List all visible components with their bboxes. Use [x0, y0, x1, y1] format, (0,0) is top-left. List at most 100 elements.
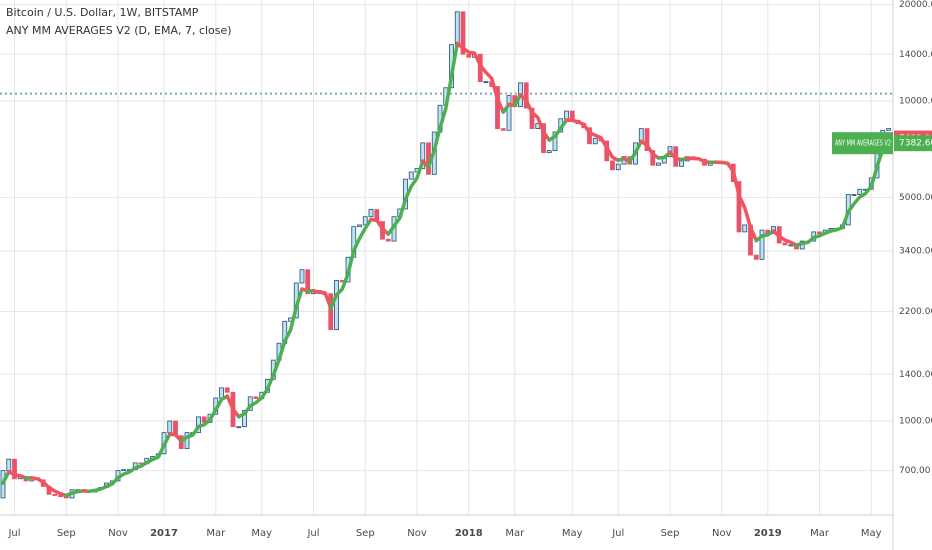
y-tick-label: 700.00 — [899, 466, 931, 476]
candle-body — [305, 269, 311, 295]
candle-body — [753, 254, 759, 260]
candle-body — [541, 123, 546, 153]
y-tick-label: 10000.00 — [899, 97, 932, 107]
candle-body — [6, 458, 12, 472]
y-tick-label: 3400.00 — [899, 246, 932, 256]
candle-body — [357, 224, 362, 228]
chart-title: Bitcoin / U.S. Dollar, 1W, BITSTAMP — [6, 6, 199, 19]
ema-price-label: 7382.60 — [899, 139, 932, 149]
x-tick-label: Nov — [108, 528, 128, 539]
x-tick-label: Mar — [206, 528, 226, 539]
candle-body — [224, 387, 230, 393]
ema-line — [518, 93, 552, 142]
ema-line — [547, 118, 569, 142]
ema-line — [656, 150, 672, 160]
candle-body — [788, 244, 794, 247]
x-tick-label: 2019 — [754, 528, 782, 539]
candle-body — [615, 163, 621, 171]
candle-body — [857, 188, 863, 195]
x-tick-label: May — [562, 528, 583, 539]
ema-price-box — [894, 135, 932, 152]
candle-body — [328, 293, 334, 331]
candle-body — [242, 409, 247, 428]
ema-line — [30, 476, 69, 498]
x-tick-label: Jul — [7, 528, 20, 539]
x-tick-label: Mar — [505, 528, 525, 539]
candle-body — [385, 238, 391, 242]
y-tick-label: 1000.00 — [899, 417, 932, 427]
x-tick-label: May — [251, 528, 272, 539]
grid — [0, 0, 893, 515]
ema-line — [455, 41, 506, 114]
candle-body — [121, 469, 127, 472]
y-tick-label: 1400.00 — [899, 370, 932, 380]
indicator-legend: ANY MM AVERAGES V2 (D, EMA, 7, close) — [6, 24, 232, 37]
candle-body — [656, 162, 661, 166]
ema-line — [225, 394, 241, 419]
ema-line — [628, 139, 644, 163]
candle-body — [644, 128, 650, 151]
y-tick-label: 20000.00 — [899, 0, 932, 10]
ema-line — [564, 118, 621, 163]
candle-body — [564, 110, 569, 120]
candle-body — [782, 242, 788, 246]
ema-line — [794, 141, 891, 247]
y-tick-label: 14000.00 — [899, 50, 932, 60]
x-tick-label: Nov — [712, 528, 732, 539]
ema-line — [639, 139, 661, 160]
candle-body — [759, 229, 765, 260]
candle-body — [219, 387, 224, 399]
candle-body — [368, 209, 374, 218]
candle-body — [420, 142, 426, 169]
ema-line — [64, 489, 86, 498]
x-tick-label: Sep — [661, 528, 680, 539]
ema-line — [426, 41, 460, 169]
candle-body — [236, 426, 242, 429]
candle-body — [460, 11, 466, 55]
candle-body — [529, 107, 535, 129]
candle-body — [253, 396, 259, 400]
candle-body — [506, 95, 512, 131]
candle-body — [736, 181, 742, 233]
x-tick-label: Sep — [356, 528, 375, 539]
candle-body — [523, 82, 529, 109]
plot — [0, 11, 893, 499]
ema-line — [7, 470, 28, 480]
candle-body — [483, 81, 489, 83]
candle-body — [587, 127, 592, 145]
ema-name-label: ANY MM AVERAGES V2 — [835, 139, 891, 148]
candle-body — [408, 171, 414, 180]
candle-body — [299, 269, 305, 284]
axes: 20000.00 14000.00 10000.00 5000.00 3400.00 22… — [7, 0, 932, 539]
ema-line — [237, 287, 304, 419]
candle-body — [679, 160, 684, 167]
ema-line — [311, 289, 333, 310]
candle-body — [546, 150, 552, 153]
candle-body — [742, 224, 748, 233]
ema-line — [513, 93, 523, 108]
ema-line — [685, 156, 713, 165]
x-tick-label: Mar — [810, 528, 830, 539]
candle-body — [201, 416, 207, 423]
candle-body — [12, 458, 17, 480]
candle-body — [184, 432, 190, 450]
x-tick-label: May — [861, 528, 882, 539]
candle-body — [817, 231, 822, 235]
ema-line — [771, 229, 799, 247]
x-tick-label: 2017 — [150, 528, 178, 539]
ema-line — [179, 394, 230, 443]
ema-line — [386, 159, 425, 236]
candle-body — [334, 280, 339, 331]
candle-body — [167, 420, 173, 434]
candle-body — [851, 194, 857, 196]
ema-name-box — [832, 132, 893, 155]
x-tick-label: Nov — [407, 528, 427, 539]
ema-line — [754, 229, 776, 243]
ema-line — [1, 470, 11, 485]
candle-body — [454, 11, 460, 46]
candle-body — [500, 128, 506, 131]
ema-line — [168, 432, 184, 443]
x-tick-label: Jul — [306, 528, 319, 539]
candle-body — [610, 160, 615, 171]
